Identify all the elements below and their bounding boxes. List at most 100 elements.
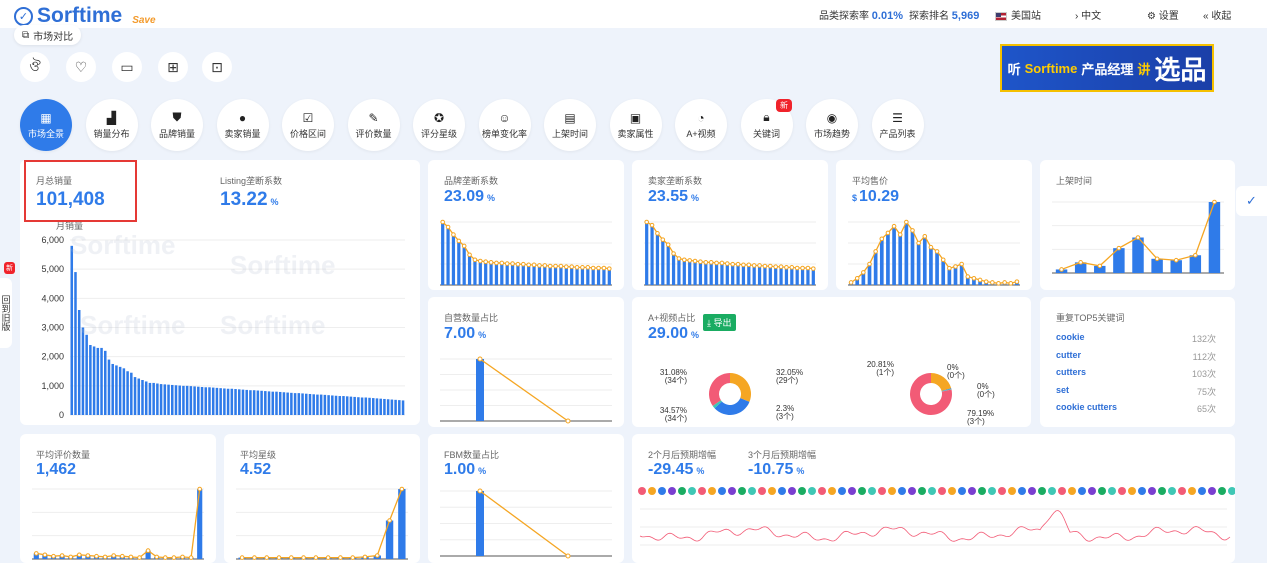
trend-point[interactable] bbox=[239, 555, 245, 560]
sales-bar[interactable] bbox=[156, 383, 159, 416]
sales-bar[interactable] bbox=[372, 398, 375, 415]
trend-point[interactable] bbox=[805, 265, 811, 271]
sales-bar[interactable] bbox=[327, 395, 330, 415]
chart-bar[interactable] bbox=[532, 264, 536, 285]
chart-bar[interactable] bbox=[747, 264, 751, 285]
sales-bar[interactable] bbox=[100, 347, 103, 415]
sales-bar[interactable] bbox=[144, 381, 148, 415]
chart-bar[interactable] bbox=[553, 266, 558, 285]
trend-point[interactable] bbox=[922, 233, 928, 239]
event-marker[interactable] bbox=[1128, 487, 1136, 495]
sales-bar[interactable] bbox=[260, 390, 263, 415]
pie-slice[interactable] bbox=[931, 373, 952, 392]
chart-bar[interactable] bbox=[731, 264, 735, 285]
trend-point[interactable] bbox=[515, 261, 521, 267]
sales-bar[interactable] bbox=[323, 394, 327, 415]
trend-point[interactable] bbox=[188, 555, 194, 560]
trend-point[interactable] bbox=[897, 232, 903, 237]
trend-point[interactable] bbox=[467, 252, 472, 258]
trend-point[interactable] bbox=[288, 555, 294, 560]
sales-bar[interactable] bbox=[379, 398, 382, 415]
chart-bar[interactable] bbox=[752, 265, 756, 285]
nav-item-8[interactable]: ▤ 上架时间 bbox=[544, 99, 596, 151]
collapse-button[interactable]: « 收起 bbox=[1203, 11, 1232, 22]
event-marker[interactable] bbox=[978, 487, 986, 495]
event-marker[interactable] bbox=[1148, 487, 1156, 495]
sales-bar[interactable] bbox=[141, 380, 144, 415]
event-marker[interactable] bbox=[1188, 487, 1196, 495]
chart-bar[interactable] bbox=[1094, 265, 1106, 273]
trend-point[interactable] bbox=[1097, 263, 1103, 269]
trend-point[interactable] bbox=[757, 263, 762, 268]
event-marker[interactable] bbox=[968, 487, 976, 495]
sales-bar[interactable] bbox=[264, 391, 267, 415]
chart-bar[interactable] bbox=[602, 267, 606, 285]
trend-point[interactable] bbox=[965, 274, 971, 279]
chart-bar[interactable] bbox=[476, 359, 484, 421]
chart-bar[interactable] bbox=[1113, 248, 1125, 273]
event-marker[interactable] bbox=[898, 487, 906, 495]
sales-bar[interactable] bbox=[174, 385, 178, 415]
chart-bar[interactable] bbox=[972, 278, 976, 285]
trend-point[interactable] bbox=[687, 258, 692, 263]
sales-bar[interactable] bbox=[368, 397, 371, 415]
chart-bar[interactable] bbox=[462, 245, 466, 285]
event-marker[interactable] bbox=[1008, 487, 1016, 495]
trend-point[interactable] bbox=[916, 240, 921, 246]
event-marker[interactable] bbox=[848, 487, 856, 495]
trend-point[interactable] bbox=[137, 555, 142, 560]
trend-point[interactable] bbox=[746, 262, 752, 268]
chart-bar[interactable] bbox=[1170, 260, 1182, 273]
event-marker[interactable] bbox=[1028, 487, 1036, 495]
chart-bar[interactable] bbox=[941, 259, 946, 285]
chart-bar[interactable] bbox=[757, 265, 762, 285]
event-marker[interactable] bbox=[818, 487, 826, 495]
sales-bar[interactable] bbox=[70, 245, 74, 415]
event-marker[interactable] bbox=[1138, 487, 1146, 495]
chart-bar[interactable] bbox=[484, 261, 488, 285]
sales-bar[interactable] bbox=[85, 334, 88, 415]
trend-point[interactable] bbox=[68, 554, 74, 560]
chart-bar[interactable] bbox=[725, 263, 729, 285]
chart-bar[interactable] bbox=[763, 266, 767, 285]
event-marker[interactable] bbox=[1038, 487, 1046, 495]
event-marker[interactable] bbox=[808, 487, 816, 495]
trend-point[interactable] bbox=[477, 356, 483, 362]
event-marker[interactable] bbox=[1218, 487, 1226, 495]
chart-bar[interactable] bbox=[790, 267, 794, 285]
event-marker[interactable] bbox=[758, 487, 766, 495]
trend-point[interactable] bbox=[77, 552, 82, 558]
chart-bar[interactable] bbox=[800, 267, 805, 285]
trend-point[interactable] bbox=[596, 265, 601, 271]
trend-point[interactable] bbox=[607, 266, 612, 271]
chart-bar[interactable] bbox=[559, 266, 563, 285]
trend-point[interactable] bbox=[644, 219, 649, 225]
trend-point[interactable] bbox=[725, 261, 730, 266]
sales-bar[interactable] bbox=[77, 310, 81, 415]
trend-point[interactable] bbox=[59, 553, 65, 558]
sales-bar[interactable] bbox=[185, 385, 189, 415]
event-marker[interactable] bbox=[778, 487, 786, 495]
settings-button[interactable]: ⚙ 设置 bbox=[1147, 11, 1179, 22]
chart-bar[interactable] bbox=[1208, 202, 1221, 273]
footprint-button[interactable]: ঔ bbox=[20, 52, 50, 82]
event-marker[interactable] bbox=[918, 487, 926, 495]
trend-point[interactable] bbox=[526, 262, 531, 268]
keyword-row[interactable]: cutter 112次 bbox=[1056, 350, 1216, 363]
chart-bar[interactable] bbox=[645, 222, 649, 285]
trend-point[interactable] bbox=[472, 257, 478, 263]
chart-bar[interactable] bbox=[886, 232, 890, 285]
event-marker[interactable] bbox=[938, 487, 946, 495]
chart-bar[interactable] bbox=[1132, 237, 1144, 274]
trend-point[interactable] bbox=[741, 262, 746, 268]
nav-item-1[interactable]: ▟ 销量分布 bbox=[85, 99, 138, 151]
trend-point[interactable] bbox=[504, 261, 510, 266]
event-marker[interactable] bbox=[678, 487, 686, 495]
trend-point[interactable] bbox=[313, 555, 319, 560]
chart-bar[interactable] bbox=[879, 238, 884, 285]
sales-bar[interactable] bbox=[360, 397, 364, 416]
sales-bar[interactable] bbox=[331, 395, 334, 415]
sales-bar[interactable] bbox=[275, 391, 278, 415]
trend-point[interactable] bbox=[547, 263, 553, 269]
sales-bar[interactable] bbox=[383, 398, 386, 415]
